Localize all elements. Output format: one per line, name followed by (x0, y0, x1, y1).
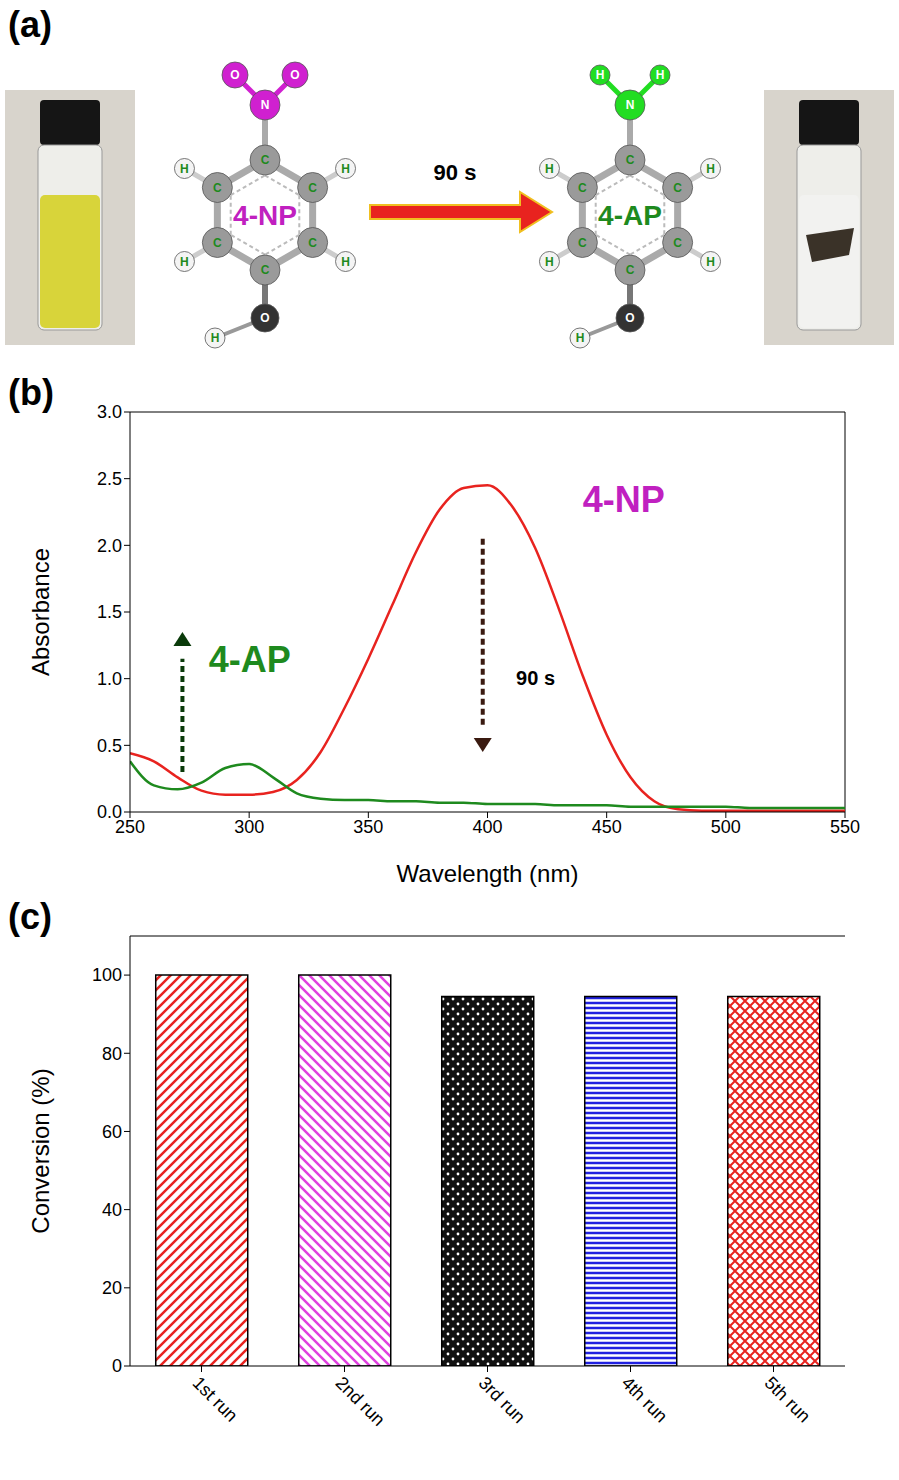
svg-text:350: 350 (353, 817, 383, 837)
svg-text:H: H (656, 68, 665, 82)
svg-text:C: C (673, 181, 682, 195)
svg-text:2.5: 2.5 (97, 469, 122, 489)
svg-text:550: 550 (830, 817, 860, 837)
svg-text:C: C (308, 236, 317, 250)
html-text:(c): (c) (8, 896, 52, 937)
svg-text:40: 40 (102, 1200, 122, 1220)
svg-text:C: C (626, 263, 635, 277)
svg-text:3rd run: 3rd run (475, 1373, 529, 1427)
svg-text:4-NP: 4-NP (583, 479, 665, 520)
svg-text:C: C (626, 153, 635, 167)
svg-text:1st run: 1st run (189, 1373, 242, 1426)
svg-text:H: H (180, 255, 189, 269)
svg-text:H: H (180, 162, 189, 176)
svg-text:H: H (341, 255, 350, 269)
svg-text:N: N (261, 98, 270, 112)
svg-text:2nd run: 2nd run (332, 1373, 389, 1430)
svg-text:C: C (673, 236, 682, 250)
svg-text:500: 500 (711, 817, 741, 837)
svg-text:300: 300 (234, 817, 264, 837)
svg-text:H: H (545, 255, 554, 269)
svg-text:400: 400 (472, 817, 502, 837)
svg-text:O: O (290, 68, 299, 82)
svg-text:H: H (545, 162, 554, 176)
html-text:(b): (b) (8, 372, 54, 413)
html-text:(a): (a) (8, 4, 52, 45)
svg-text:80: 80 (102, 1044, 122, 1064)
svg-text:H: H (706, 255, 715, 269)
svg-text:Absorbance: Absorbance (27, 548, 54, 676)
svg-text:0.5: 0.5 (97, 736, 122, 756)
svg-text:O: O (230, 68, 239, 82)
svg-text:0.0: 0.0 (97, 802, 122, 822)
svg-text:5th run: 5th run (761, 1373, 815, 1427)
svg-text:1.0: 1.0 (97, 669, 122, 689)
svg-text:250: 250 (115, 816, 145, 837)
svg-text:100: 100 (92, 965, 122, 985)
svg-text:C: C (213, 236, 222, 250)
svg-text:90 s: 90 s (434, 160, 477, 185)
svg-text:H: H (576, 331, 585, 345)
svg-text:2.0: 2.0 (97, 536, 122, 556)
svg-text:3.0: 3.0 (97, 402, 122, 422)
svg-text:Wavelength (nm): Wavelength (nm) (397, 860, 579, 887)
svg-text:O: O (625, 311, 634, 325)
svg-text:C: C (578, 236, 587, 250)
svg-text:H: H (211, 331, 220, 345)
svg-text:20: 20 (102, 1278, 122, 1298)
svg-text:1.5: 1.5 (97, 602, 122, 622)
svg-text:0: 0 (112, 1356, 122, 1376)
svg-text:60: 60 (102, 1122, 122, 1142)
svg-text:4th run: 4th run (618, 1373, 672, 1427)
svg-text:4-NP: 4-NP (233, 200, 297, 231)
svg-text:4-AP: 4-AP (598, 200, 662, 231)
svg-text:C: C (578, 181, 587, 195)
svg-text:C: C (261, 153, 270, 167)
svg-text:C: C (308, 181, 317, 195)
svg-text:90 s: 90 s (516, 667, 555, 689)
svg-text:C: C (261, 263, 270, 277)
svg-text:N: N (626, 98, 635, 112)
svg-text:C: C (213, 181, 222, 195)
svg-text:4-AP: 4-AP (209, 639, 291, 680)
svg-text:450: 450 (592, 817, 622, 837)
svg-text:O: O (260, 311, 269, 325)
svg-text:H: H (706, 162, 715, 176)
svg-text:H: H (341, 162, 350, 176)
svg-text:Conversion (%): Conversion (%) (27, 1068, 54, 1233)
svg-text:H: H (596, 68, 605, 82)
